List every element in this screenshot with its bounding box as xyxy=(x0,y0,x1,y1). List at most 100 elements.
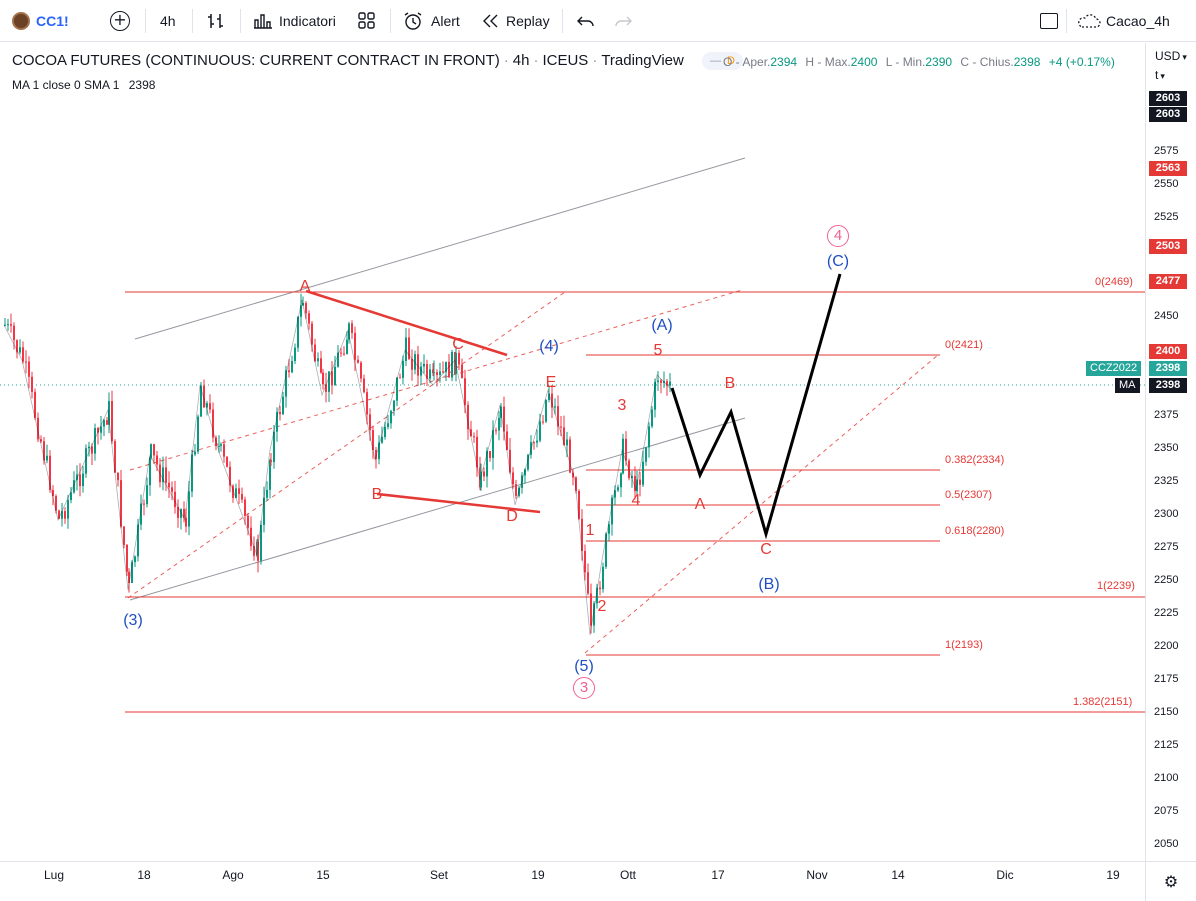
candle-body xyxy=(85,448,87,474)
plus-circle-icon: + xyxy=(110,11,130,31)
candle-body xyxy=(569,439,571,473)
candle-body xyxy=(622,438,624,474)
candle-body xyxy=(596,587,598,604)
candle-body xyxy=(476,436,478,468)
candle-body xyxy=(120,480,122,527)
candle-body xyxy=(162,467,164,483)
indicators-icon xyxy=(254,14,272,29)
candle-body xyxy=(486,450,488,477)
chart-legend-title: COCOA FUTURES (CONTINUOUS: CURRENT CONTR… xyxy=(12,52,743,71)
chart-canvas[interactable] xyxy=(0,43,1145,861)
candle-body xyxy=(470,429,472,437)
candle-body xyxy=(572,472,574,478)
candle-body xyxy=(67,500,69,519)
open-label: O - Aper. xyxy=(723,55,771,69)
chart-type-button[interactable] xyxy=(206,0,226,42)
wave-label: C xyxy=(760,541,772,558)
undo-button[interactable] xyxy=(577,0,595,42)
alert-button[interactable]: Alert xyxy=(403,0,460,42)
candle-body xyxy=(250,527,252,547)
time-tick: Nov xyxy=(806,868,828,882)
candle-body xyxy=(348,323,350,340)
candle-body xyxy=(611,497,613,525)
interval-button[interactable]: 4h xyxy=(160,0,176,42)
time-tick: 14 xyxy=(891,868,905,882)
candle-body xyxy=(334,366,336,386)
redo-button[interactable] xyxy=(614,0,632,42)
candle-body xyxy=(408,337,410,359)
layout-grid-button[interactable] xyxy=(358,0,376,42)
chart-settings-button[interactable]: ⚙ xyxy=(1145,861,1196,901)
wave-label: A xyxy=(694,496,706,513)
currency-selector[interactable]: USD ▾ xyxy=(1155,49,1187,63)
legend-symbol-title: COCOA FUTURES (CONTINUOUS: CURRENT CONTR… xyxy=(12,52,500,69)
candle-body xyxy=(464,378,466,405)
candle-body xyxy=(369,414,371,431)
candle-body xyxy=(276,412,278,432)
price-tick: 2125 xyxy=(1154,739,1179,751)
wave-label: C xyxy=(452,336,464,353)
candle-body xyxy=(288,370,290,373)
time-tick: 19 xyxy=(1106,868,1120,882)
candle-body xyxy=(420,366,422,376)
unit-selector[interactable]: t ▾ xyxy=(1155,68,1165,82)
candle-body xyxy=(636,479,638,492)
replay-button[interactable]: Replay xyxy=(482,0,550,42)
wave-label: 2 xyxy=(597,598,607,615)
ma-legend[interactable]: MA 1 close 0 SMA 1 2398 xyxy=(12,78,155,92)
time-tick: Ott xyxy=(619,868,637,882)
candle-body xyxy=(297,316,299,348)
indicators-button[interactable]: Indicatori xyxy=(253,0,336,42)
candle-body xyxy=(97,427,99,433)
candle-body xyxy=(88,446,90,449)
candle-body xyxy=(291,361,293,373)
candle-body xyxy=(414,354,416,370)
price-axis[interactable] xyxy=(1145,43,1196,861)
candle-body xyxy=(548,393,550,401)
market-status-badge[interactable]: — D xyxy=(702,52,743,71)
price-tick: 2200 xyxy=(1154,640,1179,652)
cocoa-logo-icon xyxy=(12,12,30,30)
candle-body xyxy=(605,533,607,567)
candle-body xyxy=(13,325,15,341)
candle-body xyxy=(539,421,541,441)
candle-body xyxy=(399,377,401,379)
candle-body xyxy=(200,385,202,417)
top-toolbar: CC1! + 4h Indicatori Alert Replay Cacao_… xyxy=(0,0,1196,42)
ohlc-values: O - Aper.2394 H - Max.2400 L - Min.2390 … xyxy=(723,55,1115,69)
symbol-search-button[interactable]: CC1! xyxy=(12,0,69,42)
candle-body xyxy=(322,372,324,385)
candle-body xyxy=(648,426,650,448)
cloud-icon xyxy=(1078,14,1101,28)
time-tick: Dic xyxy=(996,868,1014,882)
candle-body xyxy=(354,332,356,360)
bar-chart-icon xyxy=(208,14,223,28)
candle-body xyxy=(153,444,155,456)
circled-wave-label: 4 xyxy=(827,225,849,247)
square-icon xyxy=(1040,13,1058,29)
candle-body xyxy=(10,324,12,326)
candle-body xyxy=(489,450,491,458)
candle-body xyxy=(311,323,313,345)
candle-body xyxy=(557,406,559,427)
candle-body xyxy=(461,364,463,379)
candle-body xyxy=(498,417,500,431)
price-tick: 2375 xyxy=(1154,409,1179,421)
fullscreen-button[interactable] xyxy=(1040,0,1058,42)
candle-body xyxy=(43,441,45,461)
layout-name-button[interactable]: Cacao_4h xyxy=(1076,0,1170,42)
candle-body xyxy=(524,469,526,476)
chart-pane[interactable] xyxy=(0,43,1145,861)
candle-body xyxy=(384,426,386,437)
candle-body xyxy=(325,384,327,392)
wave-label: (A) xyxy=(651,317,673,334)
candle-body xyxy=(4,324,6,326)
high-value: 2400 xyxy=(850,55,878,69)
change-value: +4 (+0.17%) xyxy=(1048,55,1115,69)
candle-body xyxy=(73,480,75,493)
candle-body xyxy=(52,489,54,497)
candle-body xyxy=(402,360,404,378)
compare-button[interactable]: + xyxy=(110,0,130,42)
time-axis[interactable] xyxy=(0,861,1145,901)
wave-label: B xyxy=(371,486,383,503)
